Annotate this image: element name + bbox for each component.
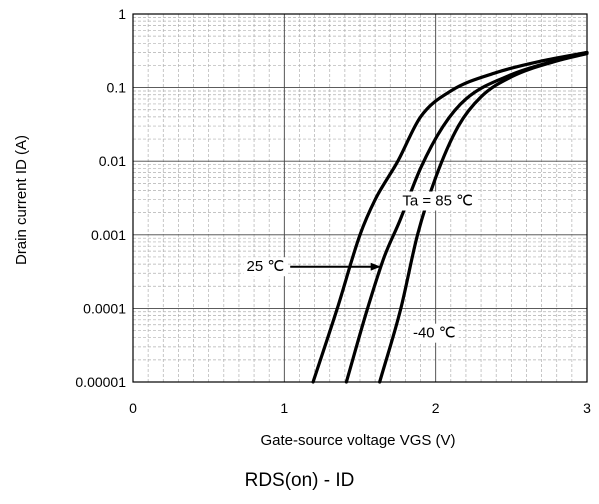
y-tick-label: 0.001 (91, 227, 126, 243)
x-tick-label: 0 (129, 400, 137, 416)
y-tick-label: 1 (118, 6, 126, 22)
chart-caption: RDS(on) - ID (244, 470, 355, 491)
x-tick-label: 1 (280, 400, 288, 416)
series-line-0 (311, 50, 589, 384)
series-line-1 (344, 50, 589, 384)
y-tick-label: 0.01 (99, 153, 126, 169)
x-tick-label: 3 (583, 400, 591, 416)
x-tick-labels: 0 1 2 3 (129, 400, 591, 416)
y-tick-label: 0.00001 (75, 374, 126, 390)
annotation-label-1: 25 ℃ (247, 258, 285, 275)
minor-grid (133, 14, 587, 382)
annotation-background (243, 257, 288, 277)
annotation-label-2: -40 ℃ (413, 325, 456, 342)
y-tick-labels: 1 0.1 0.01 0.001 0.0001 0.00001 (75, 6, 126, 390)
y-tick-label: 0.1 (107, 80, 127, 96)
y-tick-label: 0.0001 (83, 300, 126, 316)
x-axis-title: Gate-source voltage VGS (V) (260, 432, 455, 449)
y-axis-title: Drain current ID (A) (13, 135, 30, 265)
curves (311, 50, 589, 384)
annotations: Ta = 85 ℃ 25 ℃ -40 ℃ (243, 191, 477, 343)
x-tick-label: 2 (432, 400, 440, 416)
annotation-background (399, 191, 477, 211)
plot-frame (132, 13, 588, 383)
annotation-label-0: Ta = 85 ℃ (402, 193, 473, 210)
chart: 0 1 2 3 1 0.1 0.01 0.001 0.0001 0.00001 Gate-sou… (13, 6, 591, 449)
annotation-background (409, 323, 459, 343)
series-line-2 (378, 51, 589, 384)
